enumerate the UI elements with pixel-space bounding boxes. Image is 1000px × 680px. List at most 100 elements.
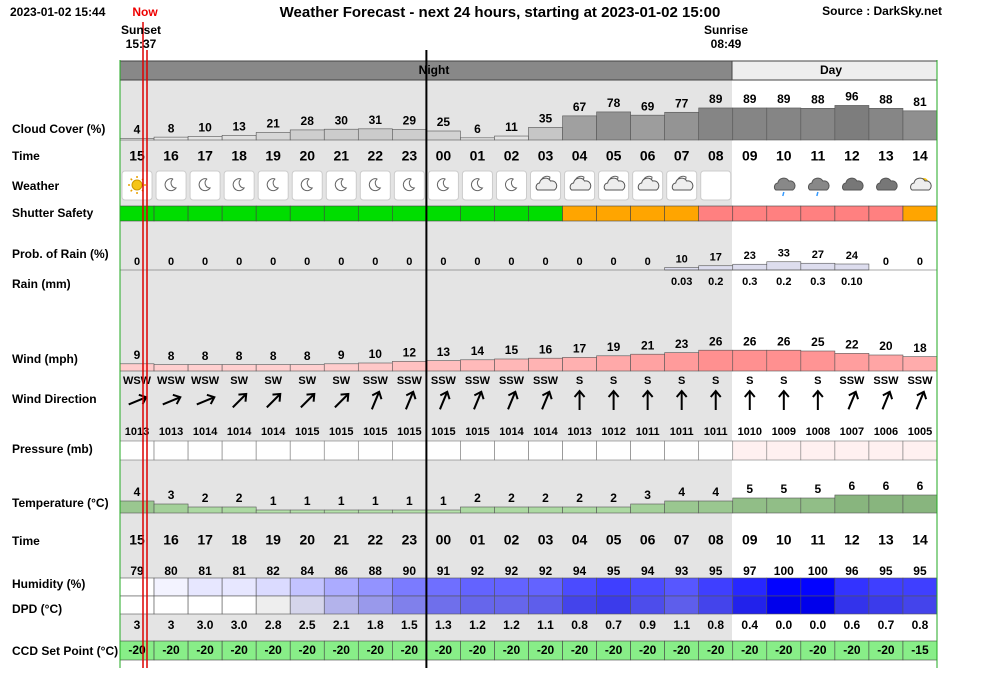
weather-icon: [637, 175, 660, 191]
wind-direction: SSW: [431, 375, 457, 387]
dpd-value: 0.7: [878, 618, 895, 632]
row-label: CCD Set Point (°C): [12, 644, 118, 658]
wind-bar: [357, 362, 393, 372]
temp-value: 6: [849, 479, 856, 493]
arrow-shaft: [196, 396, 214, 406]
pressure-value: 1014: [533, 426, 558, 438]
wind-value: 16: [539, 342, 553, 356]
dpd-value: 2.1: [333, 618, 350, 632]
cloud: [773, 177, 796, 191]
pressure-value: 1011: [636, 426, 660, 438]
temp-bar: [902, 494, 938, 514]
wind-arrow: [641, 389, 654, 410]
moon: [334, 178, 348, 192]
hour: 02: [504, 532, 520, 548]
hour: 03: [538, 532, 554, 548]
humidity-value: 94: [641, 564, 655, 578]
cloud-bar: [289, 129, 325, 141]
dpd-cell: [732, 595, 768, 615]
pressure-value: 1007: [840, 426, 864, 438]
hour: 22: [368, 148, 384, 164]
pressure-cell: [664, 440, 700, 461]
wind-direction: S: [814, 375, 821, 387]
moon: [470, 178, 484, 192]
hour: 03: [538, 148, 554, 164]
hour: 12: [844, 532, 860, 548]
cloud-value: 88: [879, 92, 893, 106]
hour: 01: [470, 532, 486, 548]
cloud-value: 8: [168, 121, 175, 135]
wind-value: 22: [845, 338, 859, 352]
pressure-cell: [630, 440, 665, 461]
arrow-head: [675, 389, 688, 398]
hour: 01: [470, 148, 486, 164]
dpd-value: 0.0: [810, 618, 827, 632]
weather-icon: [368, 178, 382, 192]
pressure-value: 1013: [159, 426, 183, 438]
rain-prob-value: 0: [134, 256, 140, 268]
rain-prob-bar: [766, 261, 802, 271]
wind-bar: [630, 353, 665, 372]
humidity-cell: [323, 577, 359, 597]
cloud-bar: [528, 127, 563, 141]
shutter-cell: [766, 205, 802, 222]
ccd-value: -15: [911, 643, 929, 657]
moon: [232, 178, 246, 192]
humidity-value: 84: [301, 564, 315, 578]
weather-icon: [842, 177, 864, 191]
temp-bar: [732, 497, 768, 514]
pressure-cell: [460, 440, 495, 461]
cloud-value: 89: [777, 92, 791, 106]
temp-value: 2: [236, 491, 243, 505]
dpd-cell: [460, 595, 495, 615]
arrow-head: [744, 389, 756, 398]
arrow-head: [206, 393, 216, 405]
cloud-value: 30: [335, 113, 349, 127]
rain-prob-value: 0: [338, 256, 344, 268]
humidity-value: 95: [879, 564, 893, 578]
wind-value: 8: [168, 349, 175, 363]
temp-value: 4: [134, 485, 141, 499]
arrow-head: [573, 389, 586, 398]
arrow-head: [541, 390, 553, 400]
rain-value: 0.2: [708, 276, 723, 288]
wind-direction: S: [746, 375, 753, 387]
weather-icon: [164, 178, 178, 192]
wind-direction: SSW: [397, 375, 423, 387]
title: Weather Forecast - next 24 hours, starti…: [280, 4, 721, 21]
temp-bar: [494, 506, 529, 514]
wind-bar: [221, 364, 257, 372]
hour: 04: [572, 148, 588, 164]
sun-ray: [130, 189, 133, 192]
dpd-cell: [596, 595, 631, 615]
ccd-value: -20: [128, 643, 146, 657]
humidity-value: 100: [774, 564, 794, 578]
pressure-value: 1013: [125, 426, 149, 438]
wind-arrow: [473, 390, 485, 410]
hour: 15: [129, 148, 145, 164]
moon: [402, 178, 416, 192]
cloud-bar: [221, 135, 257, 141]
wind-direction: SSW: [839, 375, 865, 387]
hour: 04: [572, 532, 588, 548]
dpd-value: 0.4: [741, 618, 758, 632]
wind-direction: SW: [230, 375, 248, 387]
arrow-shaft: [334, 393, 349, 409]
dpd-cell: [392, 595, 427, 615]
temp-value: 1: [270, 494, 277, 508]
day-label: Day: [820, 63, 842, 77]
hour: 14: [912, 148, 928, 164]
temp-bar: [255, 509, 291, 514]
rain-value: 0.3: [810, 276, 825, 288]
moon: [504, 178, 518, 192]
humidity-cell: [834, 577, 870, 597]
rain-prob-value: 0: [577, 256, 583, 268]
humidity-value: 93: [675, 564, 689, 578]
hour: 05: [606, 148, 622, 164]
wind-bar: [528, 357, 563, 372]
wind-arrow: [573, 389, 586, 410]
cloud-value: 35: [539, 112, 553, 126]
hour: 00: [436, 532, 452, 548]
wind-direction: WSW: [123, 375, 152, 387]
weather-icon: [402, 178, 416, 192]
